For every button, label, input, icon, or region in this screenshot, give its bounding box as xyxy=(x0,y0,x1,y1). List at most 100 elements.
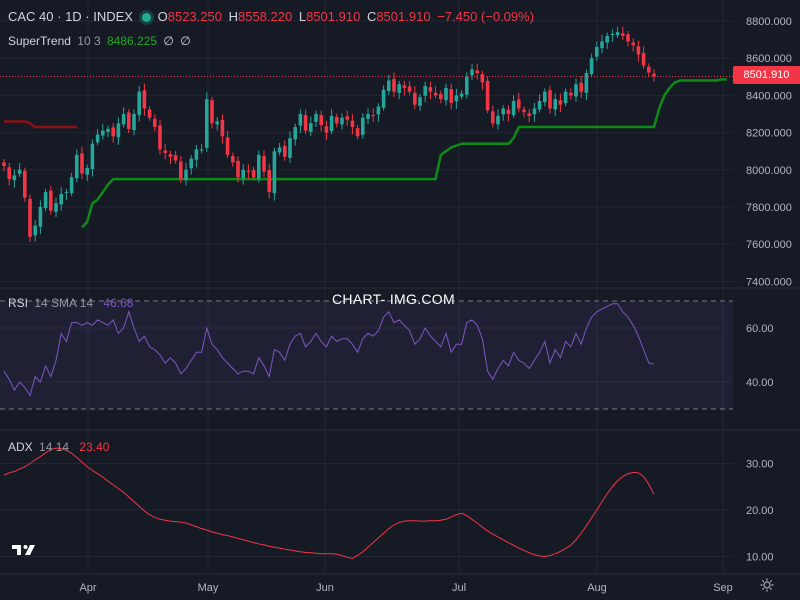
candle-body xyxy=(589,58,594,75)
candle-body xyxy=(569,92,573,96)
candle-body xyxy=(17,169,22,174)
watermark-text: CHART- IMG.COM xyxy=(332,291,455,307)
low-value: 8501.910 xyxy=(306,9,361,24)
candle-body xyxy=(433,92,438,96)
adx-legend[interactable]: ADX 14 14 23.40 xyxy=(8,440,112,454)
time-tick-label: Aug xyxy=(587,582,607,594)
candle-body xyxy=(293,127,297,140)
candle-body xyxy=(345,116,349,120)
supertrend-value: 8486.225 xyxy=(106,34,158,48)
candle-body xyxy=(85,167,89,175)
candle-body xyxy=(205,99,209,148)
candle-body xyxy=(459,93,464,97)
candle-body xyxy=(543,91,547,103)
candle-body xyxy=(553,99,557,110)
candle-body xyxy=(251,170,256,178)
candle-body xyxy=(236,160,240,178)
candle-body xyxy=(28,198,32,237)
rsi-params: 14 SMA 14 xyxy=(34,296,94,310)
supertrend-up-segment xyxy=(81,78,727,229)
candle-body xyxy=(54,203,58,212)
candle-body xyxy=(501,108,505,115)
candle-body xyxy=(397,84,401,93)
candle-body xyxy=(137,91,141,116)
candle-body xyxy=(371,115,375,117)
candle-body xyxy=(350,120,355,128)
price-tick-label: 8400.000 xyxy=(746,90,792,102)
candle-body xyxy=(423,86,427,96)
rsi-value: 46.68 xyxy=(103,296,134,310)
candle-body xyxy=(319,115,323,126)
rsi-legend[interactable]: RSI 14 SMA 14 46.68 xyxy=(8,296,136,310)
price-tick-label: 8000.000 xyxy=(746,165,792,177)
candle-body xyxy=(33,225,37,236)
market-status-icon xyxy=(141,13,151,22)
candlestick-series[interactable] xyxy=(2,26,656,242)
rsi-band-background xyxy=(0,300,733,410)
adx-value: 23.40 xyxy=(79,440,110,454)
candle-body xyxy=(376,106,381,115)
supertrend-line xyxy=(4,78,727,229)
candle-body xyxy=(111,127,115,137)
adx-line xyxy=(3,447,655,559)
change-value: −7.450 (−0.09%) xyxy=(437,9,535,24)
supertrend-params: 10 3 xyxy=(77,34,101,48)
low-label: L xyxy=(298,9,307,24)
candle-body xyxy=(173,155,178,161)
candle-body xyxy=(475,70,479,74)
candle-body xyxy=(142,90,147,109)
candle-body xyxy=(75,154,79,179)
candle-body xyxy=(2,162,6,167)
candle-body xyxy=(647,66,651,73)
rsi-name: RSI xyxy=(8,296,29,310)
time-tick-label: Jun xyxy=(316,582,334,594)
last-price-tag: 8501.910 xyxy=(733,66,800,84)
candle-body xyxy=(361,117,365,135)
candle-body xyxy=(127,112,131,129)
candle-body xyxy=(449,89,453,103)
candle-body xyxy=(184,169,188,181)
time-tick-label: May xyxy=(198,582,219,594)
candle-body xyxy=(168,154,173,157)
tradingview-logo-icon[interactable] xyxy=(10,542,40,558)
close-value: 8501.910 xyxy=(376,9,431,24)
candle-body xyxy=(355,128,360,137)
candle-body xyxy=(179,161,183,180)
candle-body xyxy=(439,93,443,100)
candle-body xyxy=(163,150,167,154)
candle-body xyxy=(485,80,490,111)
adx-tick-label: 10.00 xyxy=(746,552,774,564)
rsi-line xyxy=(3,303,655,397)
candle-body xyxy=(309,123,313,132)
candle-body xyxy=(335,116,339,124)
candle-body xyxy=(272,151,277,194)
candle-body xyxy=(610,34,615,36)
symbol-title[interactable]: CAC 40 · 1D · INDEX xyxy=(8,9,133,24)
candle-body xyxy=(615,32,620,36)
close-label: C xyxy=(366,9,377,24)
rsi-tick-label: 40.00 xyxy=(746,377,774,389)
rsi-band-fill xyxy=(0,301,733,409)
candle-body xyxy=(392,79,396,92)
candle-body xyxy=(491,111,495,124)
candle-body xyxy=(527,113,531,116)
settings-gear-icon[interactable] xyxy=(759,577,775,593)
candle-body xyxy=(407,86,412,92)
supertrend-legend[interactable]: SuperTrend 10 3 8486.225 ∅ ∅ xyxy=(8,34,194,48)
candle-body xyxy=(605,35,609,43)
candle-body xyxy=(329,115,334,132)
candle-body xyxy=(246,170,251,172)
time-tick-label: Jul xyxy=(452,582,466,594)
candle-body xyxy=(621,33,625,36)
time-axis[interactable]: Apr May Jun Jul Aug Sep xyxy=(79,582,732,594)
candle-body xyxy=(12,175,17,181)
adx-tick-label: 20.00 xyxy=(746,505,774,517)
candle-body xyxy=(220,119,225,137)
price-axis[interactable]: 8800.000 8600.000 8400.000 8200.000 8000.000… xyxy=(746,16,792,564)
price-tick-label: 7600.000 xyxy=(746,239,792,251)
candle-body xyxy=(158,125,162,150)
candle-body xyxy=(106,128,110,132)
candle-body xyxy=(199,149,204,151)
price-tick-label: 8200.000 xyxy=(746,128,792,140)
